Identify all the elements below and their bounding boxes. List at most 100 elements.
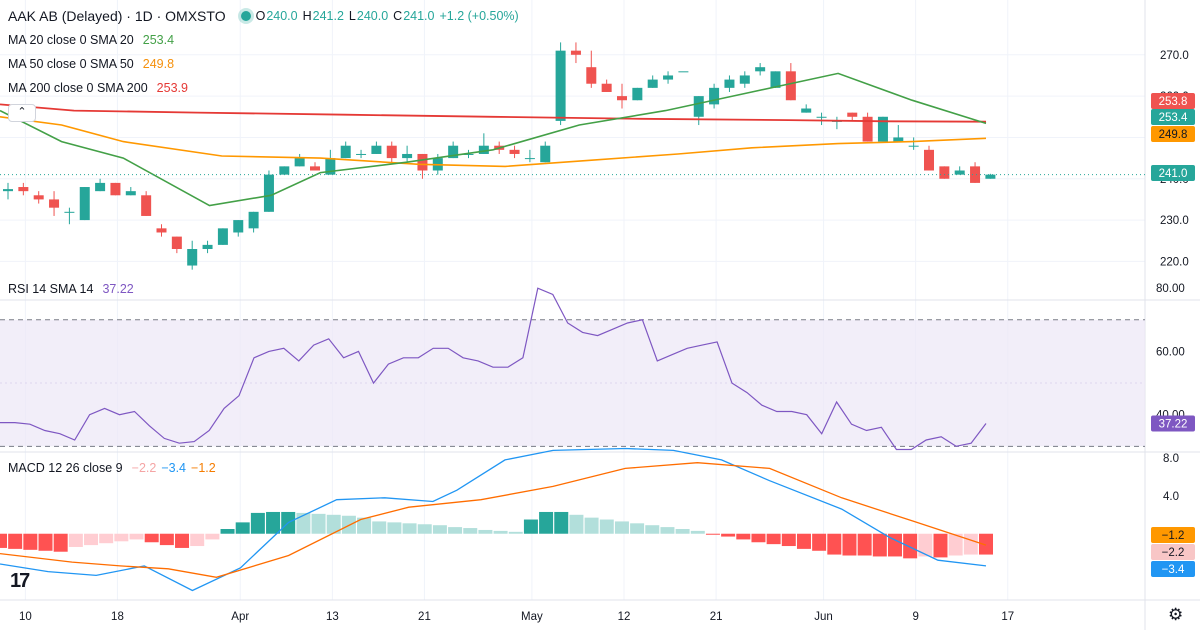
rsi-value: 37.22 — [102, 282, 134, 296]
tradingview-logo-icon[interactable]: 17 — [10, 570, 30, 592]
candle-body — [263, 174, 274, 212]
macd-histogram-bar — [417, 524, 432, 534]
rsi-tag-bg — [1151, 415, 1195, 432]
time-tick-label: Apr — [231, 611, 249, 623]
price-tag-bg — [1151, 126, 1195, 142]
candle-body — [693, 96, 704, 117]
ma50-label: MA 50 close 0 SMA 50 — [8, 57, 134, 71]
candle-body — [356, 153, 367, 155]
macd-histogram-bar — [220, 529, 235, 534]
candle-body — [279, 166, 290, 175]
macd-histogram-bar — [584, 517, 599, 534]
time-tick-label: 21 — [418, 611, 431, 623]
macd-histogram-bar — [326, 514, 341, 534]
macd-histogram-bar — [311, 513, 326, 534]
macd-histogram-bar — [478, 529, 493, 534]
candle-body — [678, 71, 689, 73]
candle-body — [509, 149, 520, 154]
ma20-line — [0, 72, 987, 207]
gear-icon[interactable]: ⚙ — [1168, 605, 1184, 624]
macd-histogram-bar — [38, 533, 53, 551]
macd-legend[interactable]: MACD 12 26 close 9 −2.2 −3.4 −1.2 — [8, 461, 221, 475]
candle-body — [217, 228, 228, 245]
axis-tags: 253.8 253.4 249.8 241.0 37.22 −1.2 −2.2 −3.4 — [1151, 93, 1195, 577]
ma20-value: 253.4 — [142, 33, 175, 47]
macd-histogram-bar — [539, 511, 554, 534]
macd-histogram-bar — [827, 533, 842, 555]
macd-histogram-bar — [675, 529, 690, 534]
time-tick-label: 12 — [618, 611, 631, 623]
macd-histogram-bar — [523, 519, 538, 534]
macd-histogram-bar — [903, 533, 918, 559]
ma200-line — [0, 103, 987, 123]
macd-histogram-bar — [159, 533, 174, 546]
macd-histogram-bar — [144, 533, 159, 543]
candle-body — [463, 153, 474, 155]
macd-tag-bg — [1151, 561, 1195, 577]
rsi-pane[interactable] — [0, 287, 1145, 451]
low-label: L — [348, 9, 356, 23]
macd-hist-value: −2.2 — [131, 461, 157, 475]
macd-histogram-bar — [554, 511, 569, 534]
macd-line-value: −3.4 — [161, 461, 187, 475]
rsi-tick-label: 80.00 — [1156, 283, 1185, 295]
macd-histogram-bar — [448, 527, 463, 534]
candle-body — [386, 145, 397, 159]
candle-body — [18, 187, 29, 192]
ma20-legend[interactable]: MA 20 close 0 SMA 20 253.4 — [8, 33, 179, 47]
candle-body — [125, 191, 136, 196]
market-status-icon — [240, 11, 251, 21]
candle-body — [371, 145, 382, 154]
macd-histogram-bar — [569, 514, 584, 534]
macd-histogram-bar — [357, 517, 372, 534]
macd-tag: −2.2 — [1162, 547, 1185, 559]
price-tick-label: 220.0 — [1160, 256, 1189, 268]
candle-body — [202, 244, 213, 250]
candle-body — [586, 67, 597, 84]
macd-tag: −1.2 — [1162, 530, 1185, 542]
candle-body — [3, 189, 13, 192]
macd-histogram-bar — [372, 521, 387, 534]
macd-histogram-bar — [630, 523, 645, 534]
macd-tick-label: 4.0 — [1163, 491, 1179, 503]
rsi-label: RSI 14 SMA 14 — [8, 282, 94, 296]
macd-histogram-bar — [614, 521, 629, 534]
price-tag-bg — [1151, 109, 1195, 125]
price-tag-bg — [1151, 165, 1195, 181]
rsi-legend[interactable]: RSI 14 SMA 14 37.22 — [8, 282, 139, 296]
macd-label: MACD 12 26 close 9 — [8, 461, 123, 475]
macd-histogram-bar — [781, 533, 796, 547]
time-axis: 10 18 Apr 13 21 May 12 21 Jun 9 17 — [19, 611, 1014, 623]
candle-body — [95, 182, 106, 192]
ma200-legend[interactable]: MA 200 close 0 SMA 200 253.9 — [8, 81, 193, 95]
price-tag: 253.4 — [1159, 112, 1188, 124]
price-tag: 241.0 — [1159, 168, 1188, 180]
candle-body — [877, 116, 888, 142]
collapse-legend-button[interactable]: ⌃ — [8, 104, 36, 122]
macd-histogram-bar — [508, 531, 523, 534]
ma50-legend[interactable]: MA 50 close 0 SMA 50 249.8 — [8, 57, 179, 71]
candle-body — [954, 170, 965, 175]
low-value: 240.0 — [356, 9, 389, 23]
macd-histogram-bar — [979, 533, 993, 555]
candle-body — [663, 75, 674, 80]
macd-histogram-bar — [918, 533, 933, 557]
candle-body — [79, 187, 90, 221]
macd-histogram-bar — [721, 533, 736, 537]
macd-histogram-bar — [751, 533, 766, 543]
candle-body — [724, 79, 735, 88]
price-pane[interactable] — [0, 42, 1145, 270]
macd-histogram-bar — [812, 533, 827, 551]
candle-body — [233, 220, 244, 233]
rsi-tag: 37.22 — [1159, 418, 1188, 430]
macd-histogram-bar — [175, 533, 190, 548]
candle-body — [862, 116, 873, 142]
macd-histogram-bar — [705, 533, 720, 535]
macd-histogram-bar — [645, 525, 660, 534]
price-tick-label: 270.0 — [1160, 50, 1189, 62]
macd-pane[interactable] — [0, 447, 993, 592]
candle-body — [770, 71, 781, 88]
rsi-line — [0, 287, 987, 451]
macd-histogram-bar — [68, 533, 83, 547]
